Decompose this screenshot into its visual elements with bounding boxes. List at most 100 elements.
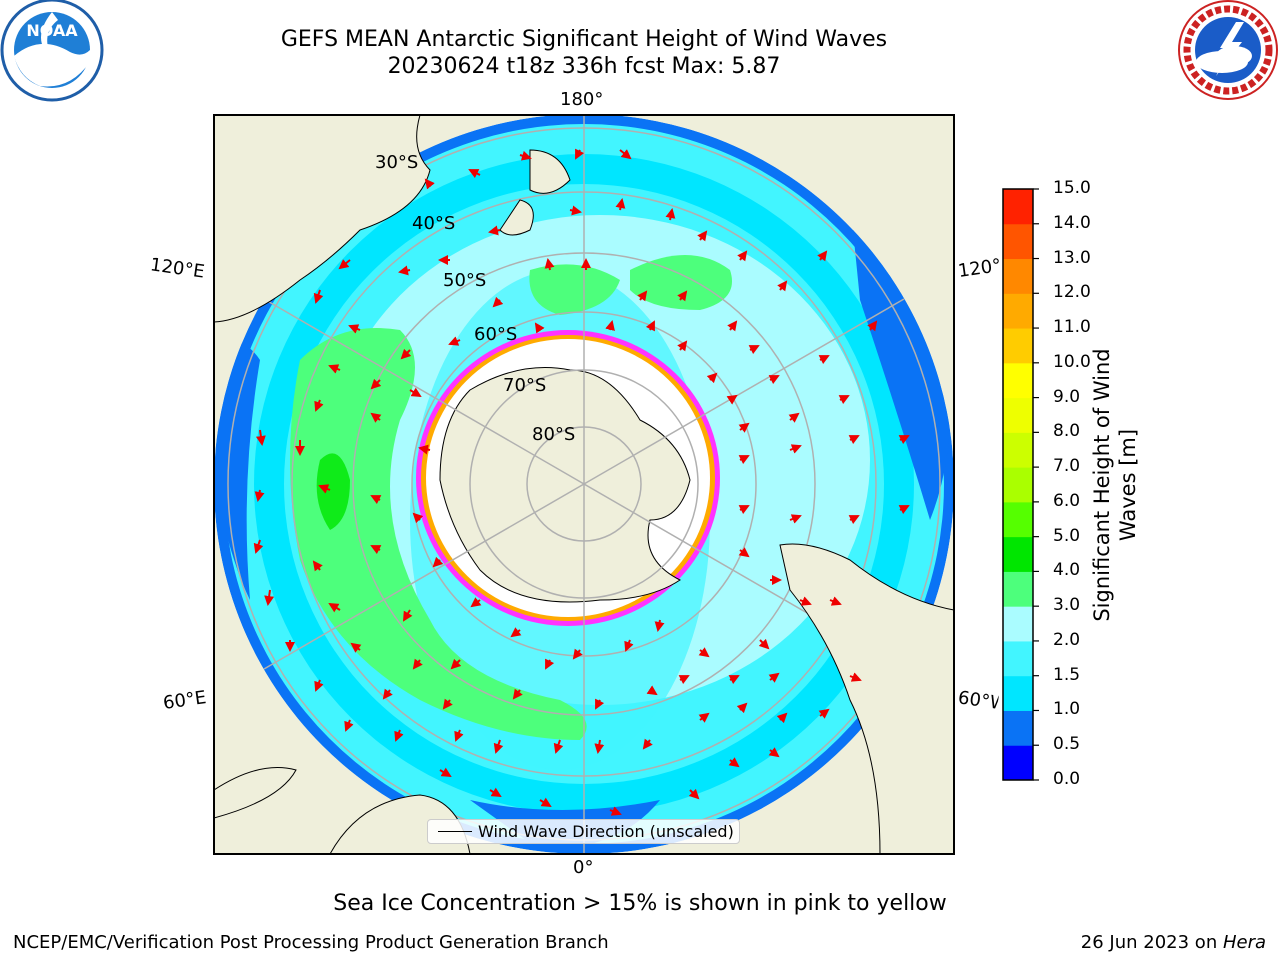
wind-arrow [654, 619, 665, 632]
wind-arrow [665, 208, 676, 221]
lat-label-60s: 60°S [474, 324, 518, 345]
wind-arrow [677, 290, 688, 302]
longitude-grid [263, 115, 905, 854]
wind-arrow [706, 372, 718, 384]
map-legend: Wind Wave Direction (unscaled) [427, 819, 740, 844]
colorbar-segment [1003, 675, 1033, 711]
colorbar-segment [1003, 258, 1033, 294]
wind-arrow [344, 719, 354, 732]
wind-arrow [539, 797, 552, 808]
colorbar-segment [1003, 501, 1033, 538]
colorbar-tick-label: 4.0 [1053, 560, 1081, 581]
wind-arrow [370, 545, 382, 555]
colorbar-tick-label: 5.0 [1053, 525, 1081, 546]
wind-arrow [519, 150, 532, 161]
chart-subtitle: 20230624 t18z 336h fcst Max: 5.87 [387, 54, 781, 79]
wind-arrow [492, 296, 504, 308]
wind-arrow [348, 324, 361, 334]
colorbar-segment [1003, 571, 1033, 607]
wind-arrow [609, 806, 622, 816]
colorbar-tick-label: 14.0 [1053, 212, 1091, 233]
colorbar-tick-label: 0.5 [1053, 734, 1081, 755]
colorbar-segment [1003, 223, 1033, 260]
colorbar-tick-label: 7.0 [1053, 456, 1081, 477]
wind-arrow [698, 712, 710, 723]
colorbar-segment [1003, 362, 1033, 399]
wind-arrow [412, 658, 423, 670]
wind-arrow [788, 412, 800, 423]
wind-arrow [848, 435, 860, 445]
wind-arrow [510, 627, 522, 638]
wind-arrow [594, 739, 605, 754]
wind-arrow [328, 364, 341, 374]
colorbar-segment [1003, 640, 1033, 677]
colorbar-tick-label: 8.0 [1053, 421, 1081, 442]
wind-arrow [677, 340, 688, 352]
wind-arrow [777, 280, 788, 292]
wind-arrow [637, 290, 648, 302]
wind-arrow [605, 320, 615, 331]
wind-arrow [738, 455, 750, 465]
australia [214, 115, 431, 323]
wind-arrow [314, 679, 324, 692]
wind-arrow [468, 169, 481, 179]
wind-arrow [328, 602, 341, 613]
wind-arrow [818, 708, 830, 719]
wind-arrow [313, 289, 324, 304]
wind-arrow [488, 225, 501, 236]
legend-line-sample [438, 831, 472, 832]
wind-arrow [849, 672, 862, 682]
colorbar-tick-label: 9.0 [1053, 386, 1081, 407]
wind-arrow [512, 688, 523, 700]
colorbar-segment [1003, 189, 1033, 225]
wind-arrow [697, 230, 708, 242]
colorbar-segment [1003, 745, 1033, 781]
lon-label-bottom: 0° [573, 857, 594, 878]
wind-arrow [758, 638, 770, 650]
wind-arrow [402, 609, 413, 622]
wind-arrow [454, 729, 464, 742]
map-frame [213, 114, 955, 855]
colorbar-segment [1003, 293, 1033, 329]
wind-arrow [439, 767, 452, 778]
wind-arrow [817, 250, 828, 262]
wind-arrow [799, 596, 812, 606]
wind-arrow [624, 639, 634, 652]
lat-label-80s: 80°S [532, 424, 576, 445]
noaa-logo-text: NOAA [26, 21, 78, 40]
wind-arrow [838, 395, 850, 405]
chart-title: GEFS MEAN Antarctic Significant Height o… [280, 27, 888, 52]
wind-arrow [350, 642, 362, 653]
wind-arrow [253, 539, 264, 554]
wind-arrow [645, 320, 655, 332]
noaa-logo: NOAA [0, 0, 104, 102]
producer-credit: NCEP/EMC/Verification Post Processing Pr… [13, 932, 609, 953]
wind-arrow [424, 178, 435, 190]
wind-arrow [412, 512, 424, 524]
wind-arrow [442, 698, 453, 710]
wind-arrow [736, 702, 748, 714]
wind-arrow [768, 375, 780, 385]
sea-ice-note: Sea Ice Concentration > 15% is shown in … [333, 891, 947, 916]
wind-arrow [432, 556, 444, 568]
generation-date: 26 Jun 2023 on Hera [1081, 932, 1266, 953]
wind-arrow [698, 647, 710, 658]
wind-arrow [737, 250, 748, 262]
wind-arrow [727, 320, 738, 332]
colorbar-segment [1003, 397, 1033, 433]
wind-arrow [534, 322, 545, 334]
wind-arrow [398, 265, 411, 276]
wind-arrow [595, 698, 605, 710]
colorbar-tick-label: 10.0 [1053, 351, 1091, 372]
wind-arrow [264, 589, 275, 606]
colorbar-segment [1003, 536, 1033, 572]
wind-arrow [867, 320, 878, 332]
antarctica [439, 367, 691, 603]
wind-arrow [688, 788, 700, 800]
wind-arrow [738, 422, 750, 433]
wind-arrow [728, 675, 740, 685]
wind-arrow [738, 505, 750, 515]
lat-label-50s: 50°S [443, 270, 487, 291]
wind-arrow [789, 444, 802, 454]
